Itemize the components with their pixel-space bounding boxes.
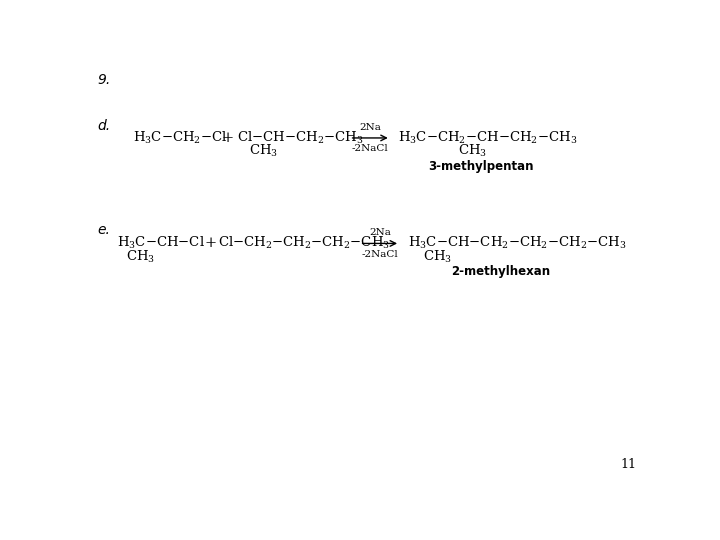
Text: 11: 11 (621, 458, 636, 471)
Text: 3-methylpentan: 3-methylpentan (428, 160, 534, 173)
Text: $\mathregular{Cl{-}CH_2{-}CH_2{-}CH_2{-}CH_3}$: $\mathregular{Cl{-}CH_2{-}CH_2{-}CH_2{-}… (218, 235, 390, 252)
Text: $\mathregular{H_3C{-}CH_2{-}Cl}$: $\mathregular{H_3C{-}CH_2{-}Cl}$ (132, 130, 227, 146)
Text: $\mathregular{H_3C{-}CH{-}Cl}$: $\mathregular{H_3C{-}CH{-}Cl}$ (117, 235, 205, 252)
Text: +: + (222, 131, 234, 145)
Text: d.: d. (98, 119, 111, 133)
Text: 2Na: 2Na (359, 123, 381, 132)
Text: $\mathregular{CH_3}$: $\mathregular{CH_3}$ (249, 143, 278, 159)
Text: $\mathregular{H_3C{-}CH_2{-}CH{-}CH_2{-}CH_3}$: $\mathregular{H_3C{-}CH_2{-}CH{-}CH_2{-}… (398, 130, 578, 146)
Text: -2NaCl: -2NaCl (361, 249, 398, 259)
Text: 9.: 9. (98, 72, 111, 86)
Text: $\mathregular{CH_3}$: $\mathregular{CH_3}$ (459, 143, 487, 159)
Text: 2Na: 2Na (369, 228, 391, 237)
Text: e.: e. (98, 224, 111, 238)
Text: -2NaCl: -2NaCl (352, 144, 389, 153)
Text: $\mathregular{CH_3}$: $\mathregular{CH_3}$ (423, 248, 451, 265)
Text: 2-methylhexan: 2-methylhexan (451, 266, 550, 279)
Text: $\mathregular{CH_3}$: $\mathregular{CH_3}$ (126, 248, 155, 265)
Text: $\mathregular{H_3C{-}CH{-}CH_2{-}CH_2{-}CH_2{-}CH_3}$: $\mathregular{H_3C{-}CH{-}CH_2{-}CH_2{-}… (408, 235, 626, 252)
Text: +: + (204, 237, 216, 251)
Text: $\mathregular{Cl{-}CH{-}CH_2{-}CH_3}$: $\mathregular{Cl{-}CH{-}CH_2{-}CH_3}$ (238, 130, 364, 146)
